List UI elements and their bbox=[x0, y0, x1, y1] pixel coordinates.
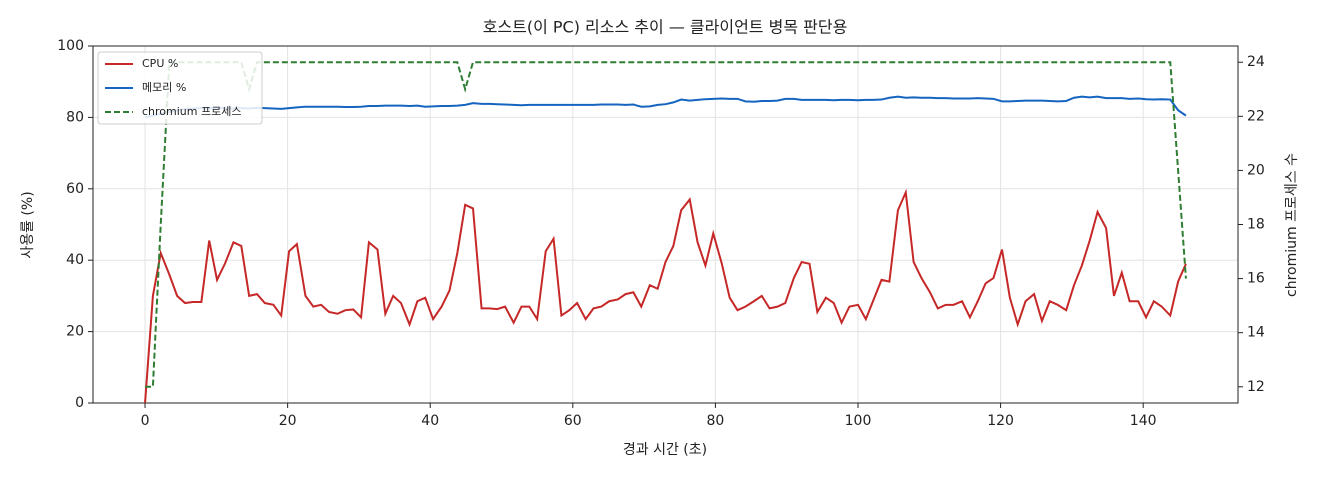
y-axis-label: 사용률 (%) bbox=[20, 191, 36, 258]
y2-tick-label: 22 bbox=[1247, 108, 1265, 124]
y-tick-label: 100 bbox=[57, 38, 84, 54]
y2-tick-label: 14 bbox=[1247, 325, 1265, 341]
x-tick-label: 60 bbox=[564, 413, 582, 429]
y-tick-label: 80 bbox=[66, 109, 84, 125]
x-tick-label: 120 bbox=[987, 413, 1014, 429]
y2-tick-label: 12 bbox=[1247, 379, 1265, 395]
legend-box bbox=[97, 51, 263, 125]
x-tick-label: 40 bbox=[421, 413, 439, 429]
x-tick-label: 80 bbox=[706, 413, 724, 429]
y2-tick-label: 20 bbox=[1247, 162, 1265, 178]
y2-tick-label: 24 bbox=[1247, 54, 1265, 70]
x-tick-label: 140 bbox=[1130, 413, 1157, 429]
legend-label: 메모리 % bbox=[142, 81, 186, 94]
series-line bbox=[144, 188, 1187, 404]
x-tick-label: 0 bbox=[141, 413, 150, 429]
x-tick-label: 100 bbox=[845, 413, 872, 429]
series-line bbox=[144, 95, 1187, 119]
plot-frame bbox=[92, 45, 1239, 404]
legend-label: chromium 프로세스 bbox=[142, 105, 241, 118]
chart-title: 호스트(이 PC) 리소스 추이 — 클라이언트 병목 판단용 bbox=[483, 18, 848, 37]
series-line bbox=[145, 61, 1187, 388]
x-tick-label: 20 bbox=[279, 413, 297, 429]
y-tick-label: 60 bbox=[66, 181, 84, 197]
x-axis-label: 경과 시간 (초) bbox=[623, 442, 707, 458]
y2-tick-label: 18 bbox=[1247, 217, 1265, 233]
y2-axis-label: chromium 프로세스 수 bbox=[1284, 153, 1300, 297]
y2-tick-label: 16 bbox=[1247, 271, 1265, 287]
legend: CPU % 메모리 % chromium 프로세스 bbox=[97, 51, 263, 125]
y-tick-label: 20 bbox=[66, 324, 84, 340]
y-tick-label: 0 bbox=[75, 395, 84, 411]
legend-label: CPU % bbox=[142, 57, 178, 70]
y-tick-label: 40 bbox=[66, 252, 84, 268]
